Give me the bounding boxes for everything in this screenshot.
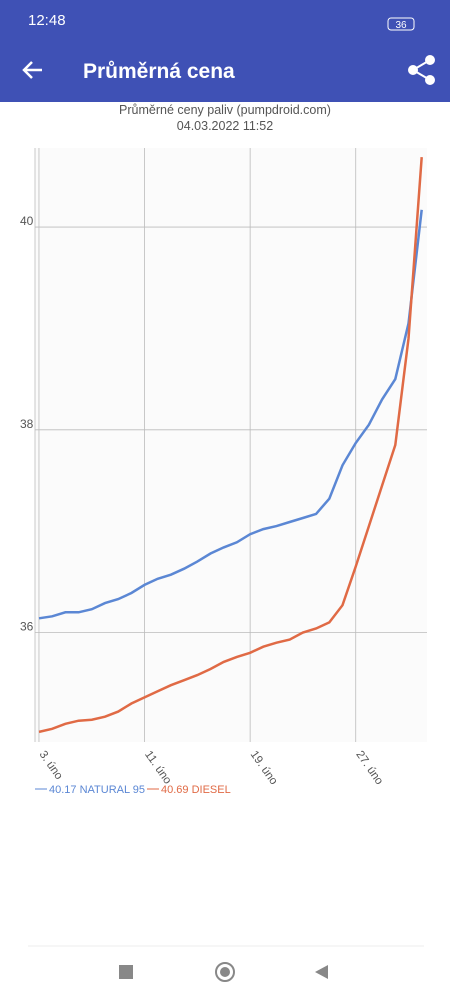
chart-title: Průměrné ceny paliv (pumpdroid.com) (119, 103, 331, 117)
legend-label: 40.17 NATURAL 95 (49, 784, 145, 796)
y-tick-label: 38 (20, 417, 34, 431)
battery-level: 36 (395, 20, 407, 31)
plot-area (35, 148, 427, 742)
nav-back[interactable] (315, 965, 328, 979)
nav-home-dot (220, 967, 230, 977)
nav-recents[interactable] (119, 965, 133, 979)
app-title: Průměrná cena (83, 60, 235, 83)
x-tick-label: 11. úno (142, 749, 173, 787)
back-button[interactable] (22, 61, 42, 79)
chart-subtitle: 04.03.2022 11:52 (177, 119, 273, 133)
x-tick-label: 19. úno (248, 749, 280, 787)
y-tick-label: 40 (20, 214, 34, 228)
y-tick-label: 36 (20, 620, 34, 634)
nav-home[interactable] (215, 962, 235, 982)
x-tick-label: 3. úno (37, 749, 65, 782)
share-button[interactable] (408, 55, 435, 85)
app-bar (0, 38, 450, 102)
status-time: 12:48 (28, 12, 66, 29)
status-bar (0, 0, 450, 38)
legend-label: 40.69 DIESEL (161, 784, 231, 796)
battery-icon (387, 17, 415, 31)
series-line (38, 157, 423, 734)
x-tick-label: 27. úno (353, 749, 385, 787)
series-line (38, 209, 423, 620)
